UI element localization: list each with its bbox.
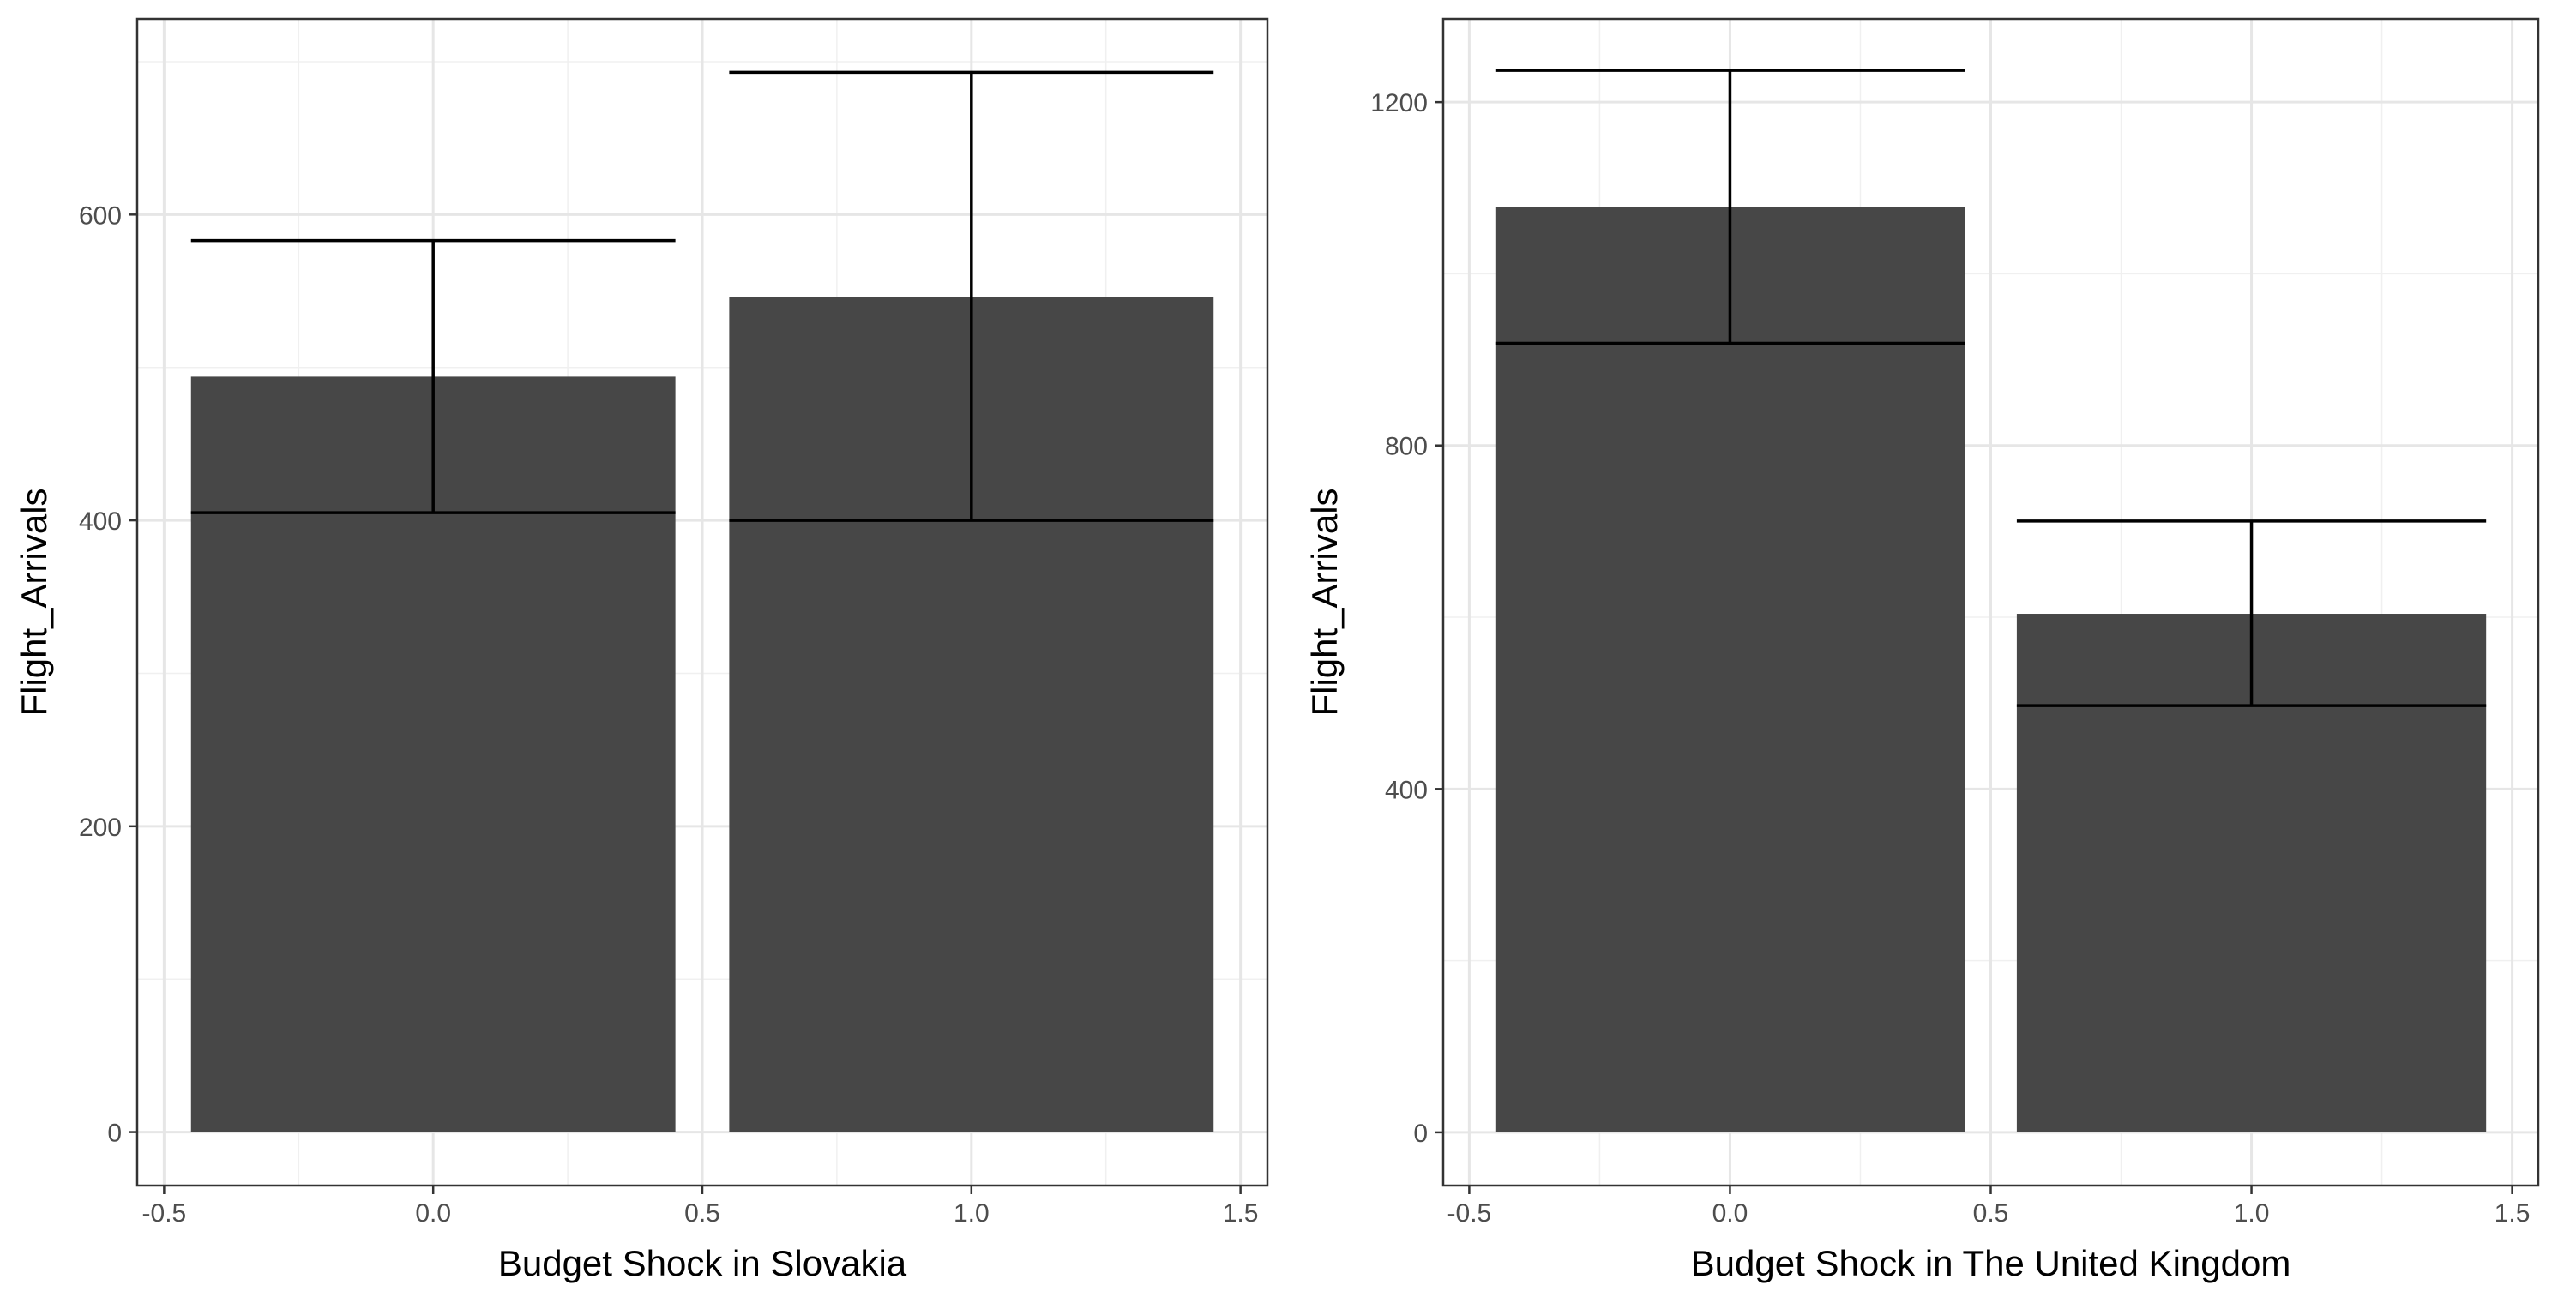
x-tick-label: 0.5 <box>684 1199 720 1228</box>
chart-panel-1: -0.5 0.0 0.5 1.0 1.5 0 200 400 600 Budget Shock i… <box>14 17 1269 1283</box>
y-tick-label: 600 <box>79 201 122 230</box>
y-axis-title: Flight_Arrivals <box>14 488 54 716</box>
x-tick-label: -0.5 <box>142 1199 187 1228</box>
error-bar-0 <box>190 238 676 514</box>
x-tick-label: 1.0 <box>954 1199 990 1228</box>
y-tick-label: 0 <box>1413 1120 1428 1148</box>
y-tick-label: 200 <box>79 814 122 842</box>
x-tick-label: 1.5 <box>2495 1199 2531 1228</box>
error-bar-1 <box>2016 519 2487 707</box>
x-tick-label: 1.0 <box>2234 1199 2270 1228</box>
x-axis-title: Budget Shock in The United Kingdom <box>1691 1243 2291 1283</box>
x-tick-label: -0.5 <box>1447 1199 1492 1228</box>
x-tick-label: 0.0 <box>1712 1199 1748 1228</box>
x-tick-label: 1.5 <box>1223 1199 1259 1228</box>
y-tick-label: 400 <box>1385 776 1428 804</box>
chart-panel-2: -0.5 0.0 0.5 1.0 1.5 0 400 800 1200 Budget Shock … <box>1304 17 2540 1283</box>
y-tick-label: 400 <box>79 507 122 536</box>
error-bar-1 <box>729 70 1214 522</box>
y-tick-label: 1200 <box>1370 89 1428 117</box>
y-tick-label: 800 <box>1385 433 1428 461</box>
x-axis-title: Budget Shock in Slovakia <box>498 1243 907 1283</box>
bar-0 <box>1495 207 1965 1132</box>
x-tick-label: 0.5 <box>1973 1199 2009 1228</box>
x-tick-label: 0.0 <box>415 1199 451 1228</box>
y-tick-label: 0 <box>107 1120 122 1148</box>
error-bar-0 <box>1495 69 1965 345</box>
y-axis-title: Flight_Arrivals <box>1304 488 1345 716</box>
